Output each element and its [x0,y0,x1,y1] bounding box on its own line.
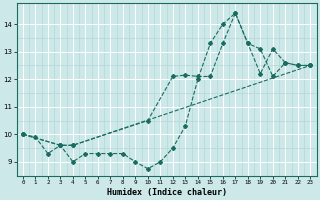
X-axis label: Humidex (Indice chaleur): Humidex (Indice chaleur) [107,188,227,197]
